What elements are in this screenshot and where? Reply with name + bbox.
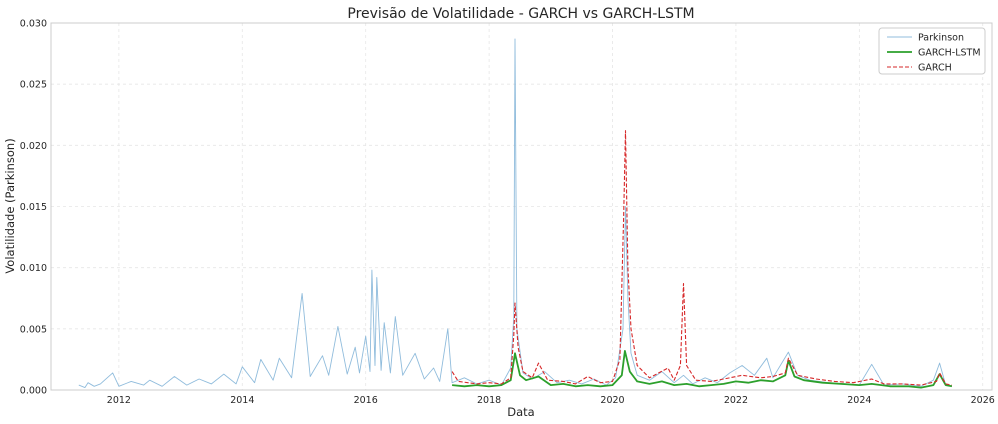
series-line-garch-lstm	[452, 350, 953, 389]
y-axis-ticks: 0.000 0.005 0.010 0.015 0.020 0.025 0.030	[20, 19, 47, 397]
legend-box	[878, 27, 986, 75]
series-line-garch	[451, 130, 953, 386]
x-tick-label: 2012	[107, 395, 131, 406]
y-tick-label: 0.005	[20, 324, 47, 335]
grid-lines	[51, 22, 992, 391]
y-tick-label: 0.030	[20, 19, 47, 30]
legend-label: GARCH	[918, 63, 952, 74]
y-tick-label: 0.020	[20, 141, 47, 152]
x-tick-label: 2016	[354, 395, 378, 406]
x-tick-label: 2018	[477, 395, 501, 406]
y-tick-label: 0.015	[20, 202, 47, 213]
x-axis-label: Data	[507, 405, 534, 419]
x-tick-label: 2026	[971, 395, 995, 406]
series-line-parkinson	[78, 38, 952, 389]
legend-label: GARCH-LSTM	[918, 48, 981, 59]
x-tick-label: 2024	[847, 395, 871, 406]
chart-title: Previsão de Volatilidade - GARCH vs GARC…	[347, 6, 694, 22]
legend-label: Parkinson	[918, 33, 964, 44]
series-lines	[78, 38, 953, 389]
y-axis-label: Volatilidade (Parkinson)	[3, 138, 17, 273]
x-tick-label: 2014	[230, 395, 254, 406]
x-axis-ticks: 2012 2014 2016 2018 2020 2022 2024 2026	[107, 395, 995, 406]
legend-items: Parkinson GARCH-LSTM GARCH	[887, 33, 981, 74]
y-tick-label: 0.000	[20, 386, 47, 397]
plot-frame	[50, 22, 993, 391]
x-tick-label: 2020	[600, 395, 624, 406]
legend: Parkinson GARCH-LSTM GARCH	[878, 27, 986, 75]
y-tick-label: 0.010	[20, 263, 47, 274]
x-tick-label: 2022	[724, 395, 748, 406]
y-tick-label: 0.025	[20, 80, 47, 91]
